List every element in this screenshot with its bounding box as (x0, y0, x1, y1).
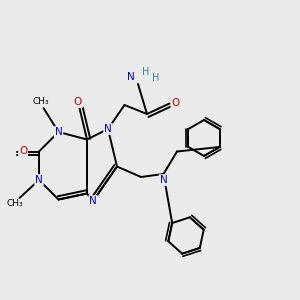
Text: N: N (89, 196, 97, 206)
Text: N: N (55, 127, 62, 137)
Text: O: O (171, 98, 180, 109)
Text: N: N (160, 175, 167, 185)
Text: CH₃: CH₃ (32, 98, 49, 106)
Text: N: N (104, 124, 112, 134)
Text: H: H (142, 67, 149, 77)
Text: N: N (127, 71, 134, 82)
Text: O: O (19, 146, 27, 157)
Text: H: H (152, 73, 160, 83)
Text: CH₃: CH₃ (7, 200, 23, 208)
Text: O: O (74, 97, 82, 107)
Text: N: N (35, 175, 43, 185)
